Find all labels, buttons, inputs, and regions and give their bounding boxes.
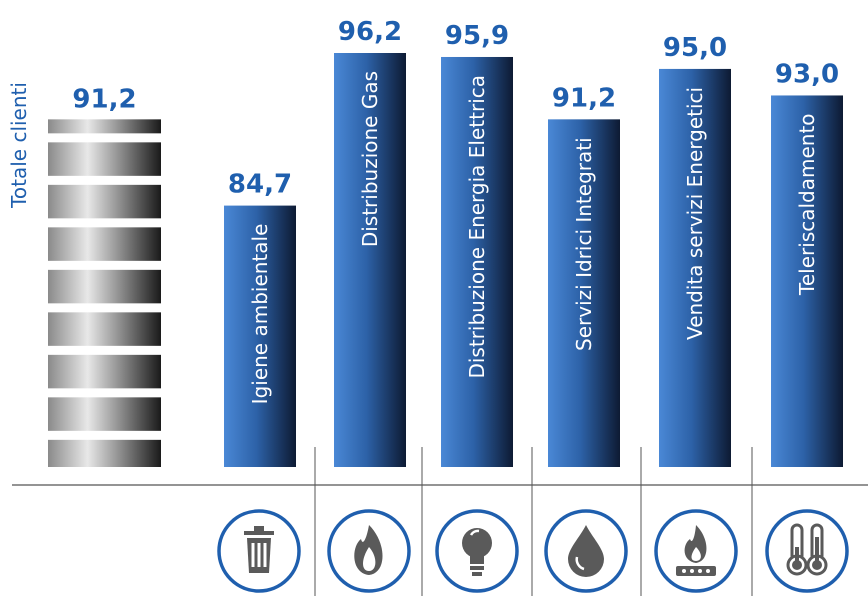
total-bar-stripe xyxy=(48,430,161,440)
total-clients-label: Totale clienti xyxy=(7,82,31,209)
bar-value-label: 96,2 xyxy=(338,17,402,47)
bar-value-label: 91,2 xyxy=(552,83,616,113)
labels: 91,2 Totale clienti 84,7 Igiene ambientale 9… xyxy=(7,17,839,404)
total-value-label: 91,2 xyxy=(72,84,136,114)
total-bar-group xyxy=(48,119,161,467)
flame-icon xyxy=(327,509,411,593)
category-label: Igiene ambientale xyxy=(248,224,272,405)
icons xyxy=(217,509,849,593)
bar-5 xyxy=(659,68,731,467)
category-label: Vendita servizi Energetici xyxy=(683,87,707,340)
total-bar xyxy=(48,119,161,467)
bar-1 xyxy=(224,205,296,467)
water-drop-icon xyxy=(544,509,628,593)
total-bar-stripe xyxy=(48,218,161,228)
total-bar-stripe xyxy=(48,175,161,185)
category-label: Distribuzione Gas xyxy=(358,71,382,247)
total-bar-stripe xyxy=(48,260,161,270)
bar-2 xyxy=(334,53,406,467)
bar-value-label: 95,0 xyxy=(663,33,727,63)
trash-icon xyxy=(217,509,301,593)
category-label: Distribuzione Energia Elettrica xyxy=(465,75,489,379)
bar-value-label: 95,9 xyxy=(445,21,509,51)
lightbulb-icon xyxy=(435,509,519,593)
bar-3 xyxy=(441,56,513,467)
total-bar-stripe xyxy=(48,388,161,398)
gas-burner-icon xyxy=(654,509,738,593)
total-bar-stripe xyxy=(48,345,161,355)
separators xyxy=(314,447,753,596)
bar-value-label: 93,0 xyxy=(775,59,839,89)
total-bar-stripe xyxy=(48,133,161,143)
thermometer-icon xyxy=(765,509,849,593)
total-bar-stripe xyxy=(48,303,161,313)
category-label: Servizi Idrici Integrati xyxy=(572,137,596,351)
bars xyxy=(224,53,843,467)
category-label: Teleriscaldamento xyxy=(795,113,819,295)
bar-value-label: 84,7 xyxy=(228,170,292,200)
bar-4 xyxy=(548,119,620,467)
bar-6 xyxy=(771,95,843,467)
